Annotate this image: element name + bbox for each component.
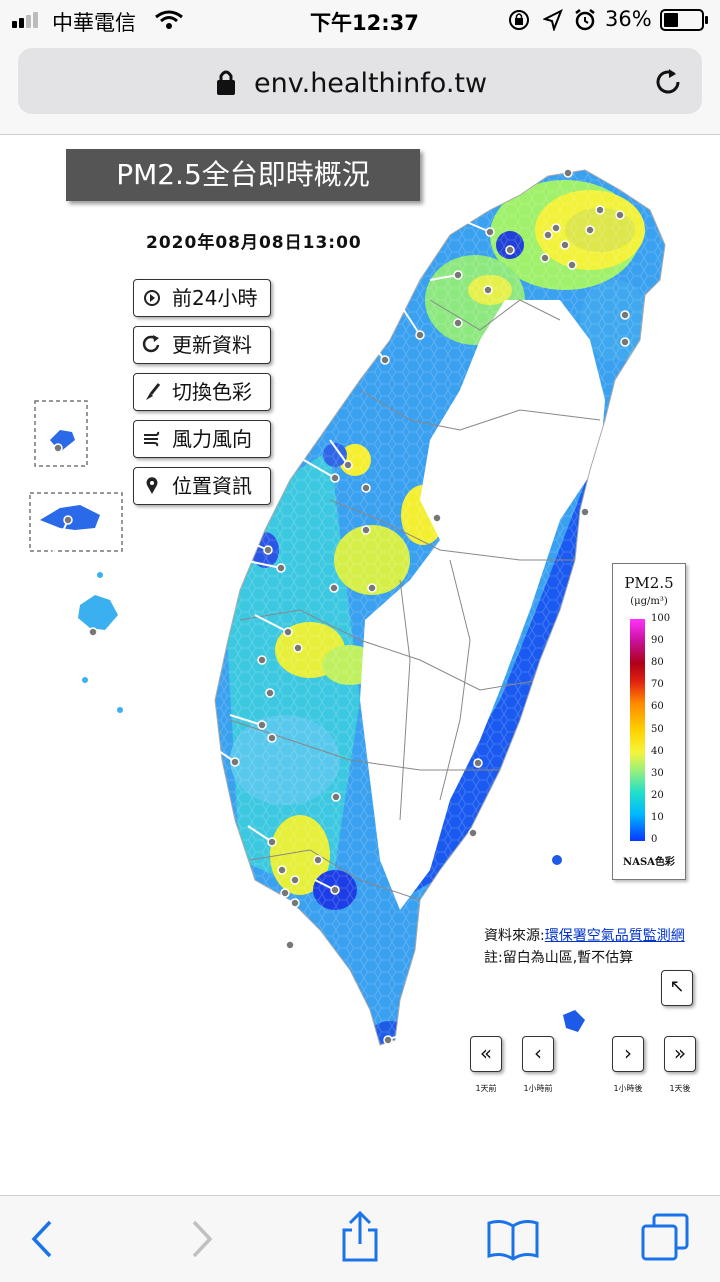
- url-text: env.healthinfo.tw: [254, 68, 488, 99]
- refresh-data-label: 更新資料: [172, 333, 252, 357]
- bookmarks-icon[interactable]: [486, 1218, 540, 1262]
- back-1-hour-button[interactable]: ‹: [522, 1036, 554, 1072]
- previous-24h-button[interactable]: 前24小時: [133, 279, 271, 317]
- legend-unit: (μg/m³): [630, 596, 668, 607]
- forward-1-hour-label: 1小時後: [613, 1084, 643, 1093]
- address-bar[interactable]: env.healthinfo.tw: [18, 48, 702, 114]
- green-island: [552, 855, 562, 865]
- wind-icon: [141, 421, 163, 470]
- legend-tick: 80: [651, 657, 664, 668]
- status-bar: 中華電信 下午12:37 36%: [0, 0, 720, 40]
- location-icon: [543, 9, 563, 31]
- legend-tick: 20: [651, 790, 664, 801]
- wind-direction-button[interactable]: 風力風向: [133, 420, 271, 458]
- forward-1-day-label: 1天後: [669, 1084, 691, 1093]
- page-title: PM2.5全台即時概況: [66, 149, 420, 201]
- legend-title: PM2.5: [624, 574, 674, 592]
- browser-address-area: env.healthinfo.tw: [0, 40, 720, 135]
- legend-color-ramp: [630, 619, 645, 841]
- data-source-link[interactable]: 環保署空氣品質監測網: [544, 928, 685, 944]
- legend-tick: 50: [651, 724, 664, 735]
- back-1-day-button[interactable]: «: [470, 1036, 502, 1072]
- legend-footer: NASA色彩: [623, 857, 675, 868]
- switch-color-label: 切換色彩: [172, 380, 252, 404]
- refresh-icon: [141, 327, 163, 376]
- share-icon[interactable]: [338, 1210, 382, 1264]
- switch-color-button[interactable]: 切換色彩: [133, 373, 271, 411]
- location-info-button[interactable]: 位置資訊: [133, 467, 271, 505]
- signal-icon: [12, 12, 38, 28]
- wind-direction-label: 風力風向: [172, 427, 252, 451]
- carrier-name: 中華電信: [52, 11, 136, 35]
- wifi-icon: [155, 10, 183, 29]
- pm25-map[interactable]: [0, 135, 720, 1195]
- legend-tick: 60: [651, 701, 664, 712]
- forward-1-hour-button[interactable]: ›: [612, 1036, 644, 1072]
- legend-tick: 70: [651, 679, 664, 690]
- kinmen-matsu-inset: [29, 400, 123, 552]
- expand-button[interactable]: ↖: [661, 970, 693, 1006]
- refresh-data-button[interactable]: 更新資料: [133, 326, 271, 364]
- observation-datetime: 2020年08月08日13:00: [146, 233, 362, 253]
- legend-tick: 10: [651, 812, 664, 823]
- back-1-hour-label: 1小時前: [523, 1084, 553, 1093]
- data-source-prefix: 資料來源:: [484, 928, 545, 944]
- previous-24h-label: 前24小時: [172, 286, 258, 310]
- pm25-color-legend: PM2.5 (μg/m³) 100 90 80 70 60 50 40 30 2…: [612, 563, 686, 880]
- tabs-icon[interactable]: [640, 1212, 690, 1262]
- location-pin-icon: [141, 468, 163, 517]
- orchid-island: [563, 1010, 585, 1032]
- brush-icon: [141, 374, 163, 423]
- back-1-day-label: 1天前: [475, 1084, 497, 1093]
- browser-toolbar: [0, 1195, 720, 1282]
- play-icon: [141, 280, 163, 329]
- lock-icon: [217, 70, 235, 95]
- mountain-note: 註:留白為山區,暫不估算: [484, 950, 634, 966]
- penghu-islands: [78, 572, 123, 713]
- alarm-icon: [575, 9, 595, 31]
- legend-tick: 90: [651, 635, 664, 646]
- forward-1-day-button[interactable]: »: [664, 1036, 696, 1072]
- legend-tick: 30: [651, 768, 664, 779]
- status-time: 下午12:37: [310, 11, 419, 35]
- legend-tick: 40: [651, 746, 664, 757]
- battery-icon: [660, 9, 708, 31]
- reload-icon[interactable]: [652, 66, 684, 98]
- battery-percent: 36%: [605, 7, 652, 31]
- location-info-label: 位置資訊: [172, 474, 252, 498]
- rotation-lock-icon: [509, 10, 529, 30]
- forward-icon[interactable]: [188, 1218, 216, 1260]
- legend-tick: 100: [651, 613, 671, 624]
- back-icon[interactable]: [28, 1218, 56, 1260]
- legend-tick: 0: [651, 834, 658, 845]
- station-markers: [44, 164, 630, 1045]
- data-source: 資料來源:環保署空氣品質監測網: [484, 925, 685, 945]
